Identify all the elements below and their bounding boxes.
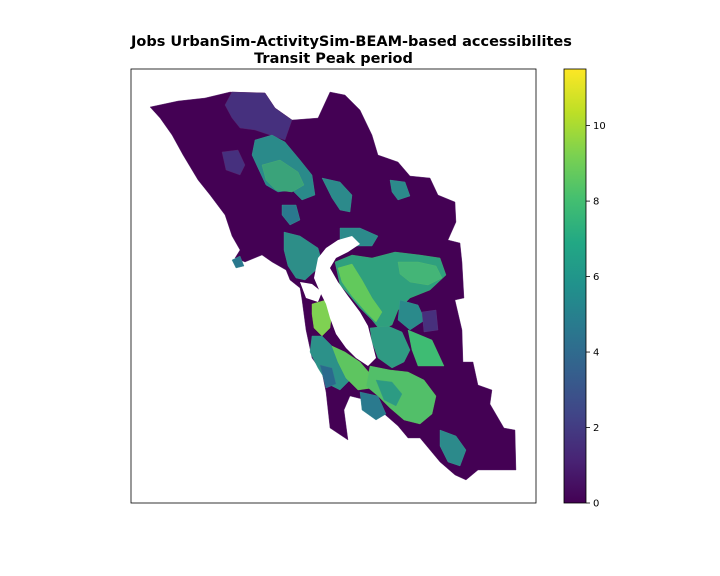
region-santa-rosa bbox=[261, 159, 305, 193]
colorbar-ticks: 0 2 4 6 8 10 bbox=[586, 121, 606, 510]
region-coast-patch bbox=[231, 255, 245, 269]
sf-bay-water bbox=[314, 236, 376, 366]
region-oakland bbox=[337, 263, 383, 323]
region-los-gatos bbox=[359, 391, 387, 421]
region-green-east bbox=[407, 329, 445, 367]
golden-gate-water bbox=[300, 282, 322, 302]
region-solano bbox=[389, 179, 411, 201]
colorbar-tick-label: 10 bbox=[593, 121, 606, 132]
map-title-line2: Transit Peak period bbox=[254, 51, 413, 67]
region-peninsula bbox=[309, 335, 351, 391]
region-north-small bbox=[221, 149, 246, 176]
region-petaluma bbox=[281, 204, 301, 226]
region-north bbox=[224, 91, 293, 141]
region-concord bbox=[397, 261, 443, 286]
colorbar-tick-label: 6 bbox=[593, 272, 599, 283]
map-title: Jobs UrbanSim-ActivitySim-BEAM-based acc… bbox=[131, 34, 572, 68]
region-tri-valley bbox=[397, 299, 426, 331]
bay-area-map bbox=[149, 91, 517, 481]
region-marin bbox=[283, 231, 323, 281]
region-sj-core bbox=[375, 379, 403, 407]
colorbar-tick-label: 0 bbox=[593, 499, 599, 510]
colorbar-tick-label: 2 bbox=[593, 423, 599, 434]
map-title-line1: Jobs UrbanSim-ActivitySim-BEAM-based acc… bbox=[131, 34, 572, 50]
region-gilroy bbox=[439, 429, 467, 467]
region-pacifica bbox=[319, 364, 337, 389]
colorbar-tick-label: 4 bbox=[593, 348, 599, 359]
region-fremont bbox=[369, 325, 411, 369]
region-livermore bbox=[421, 309, 439, 333]
region-napa bbox=[321, 177, 353, 213]
colorbar-tick-label: 8 bbox=[593, 197, 599, 208]
colorbar bbox=[563, 68, 587, 504]
